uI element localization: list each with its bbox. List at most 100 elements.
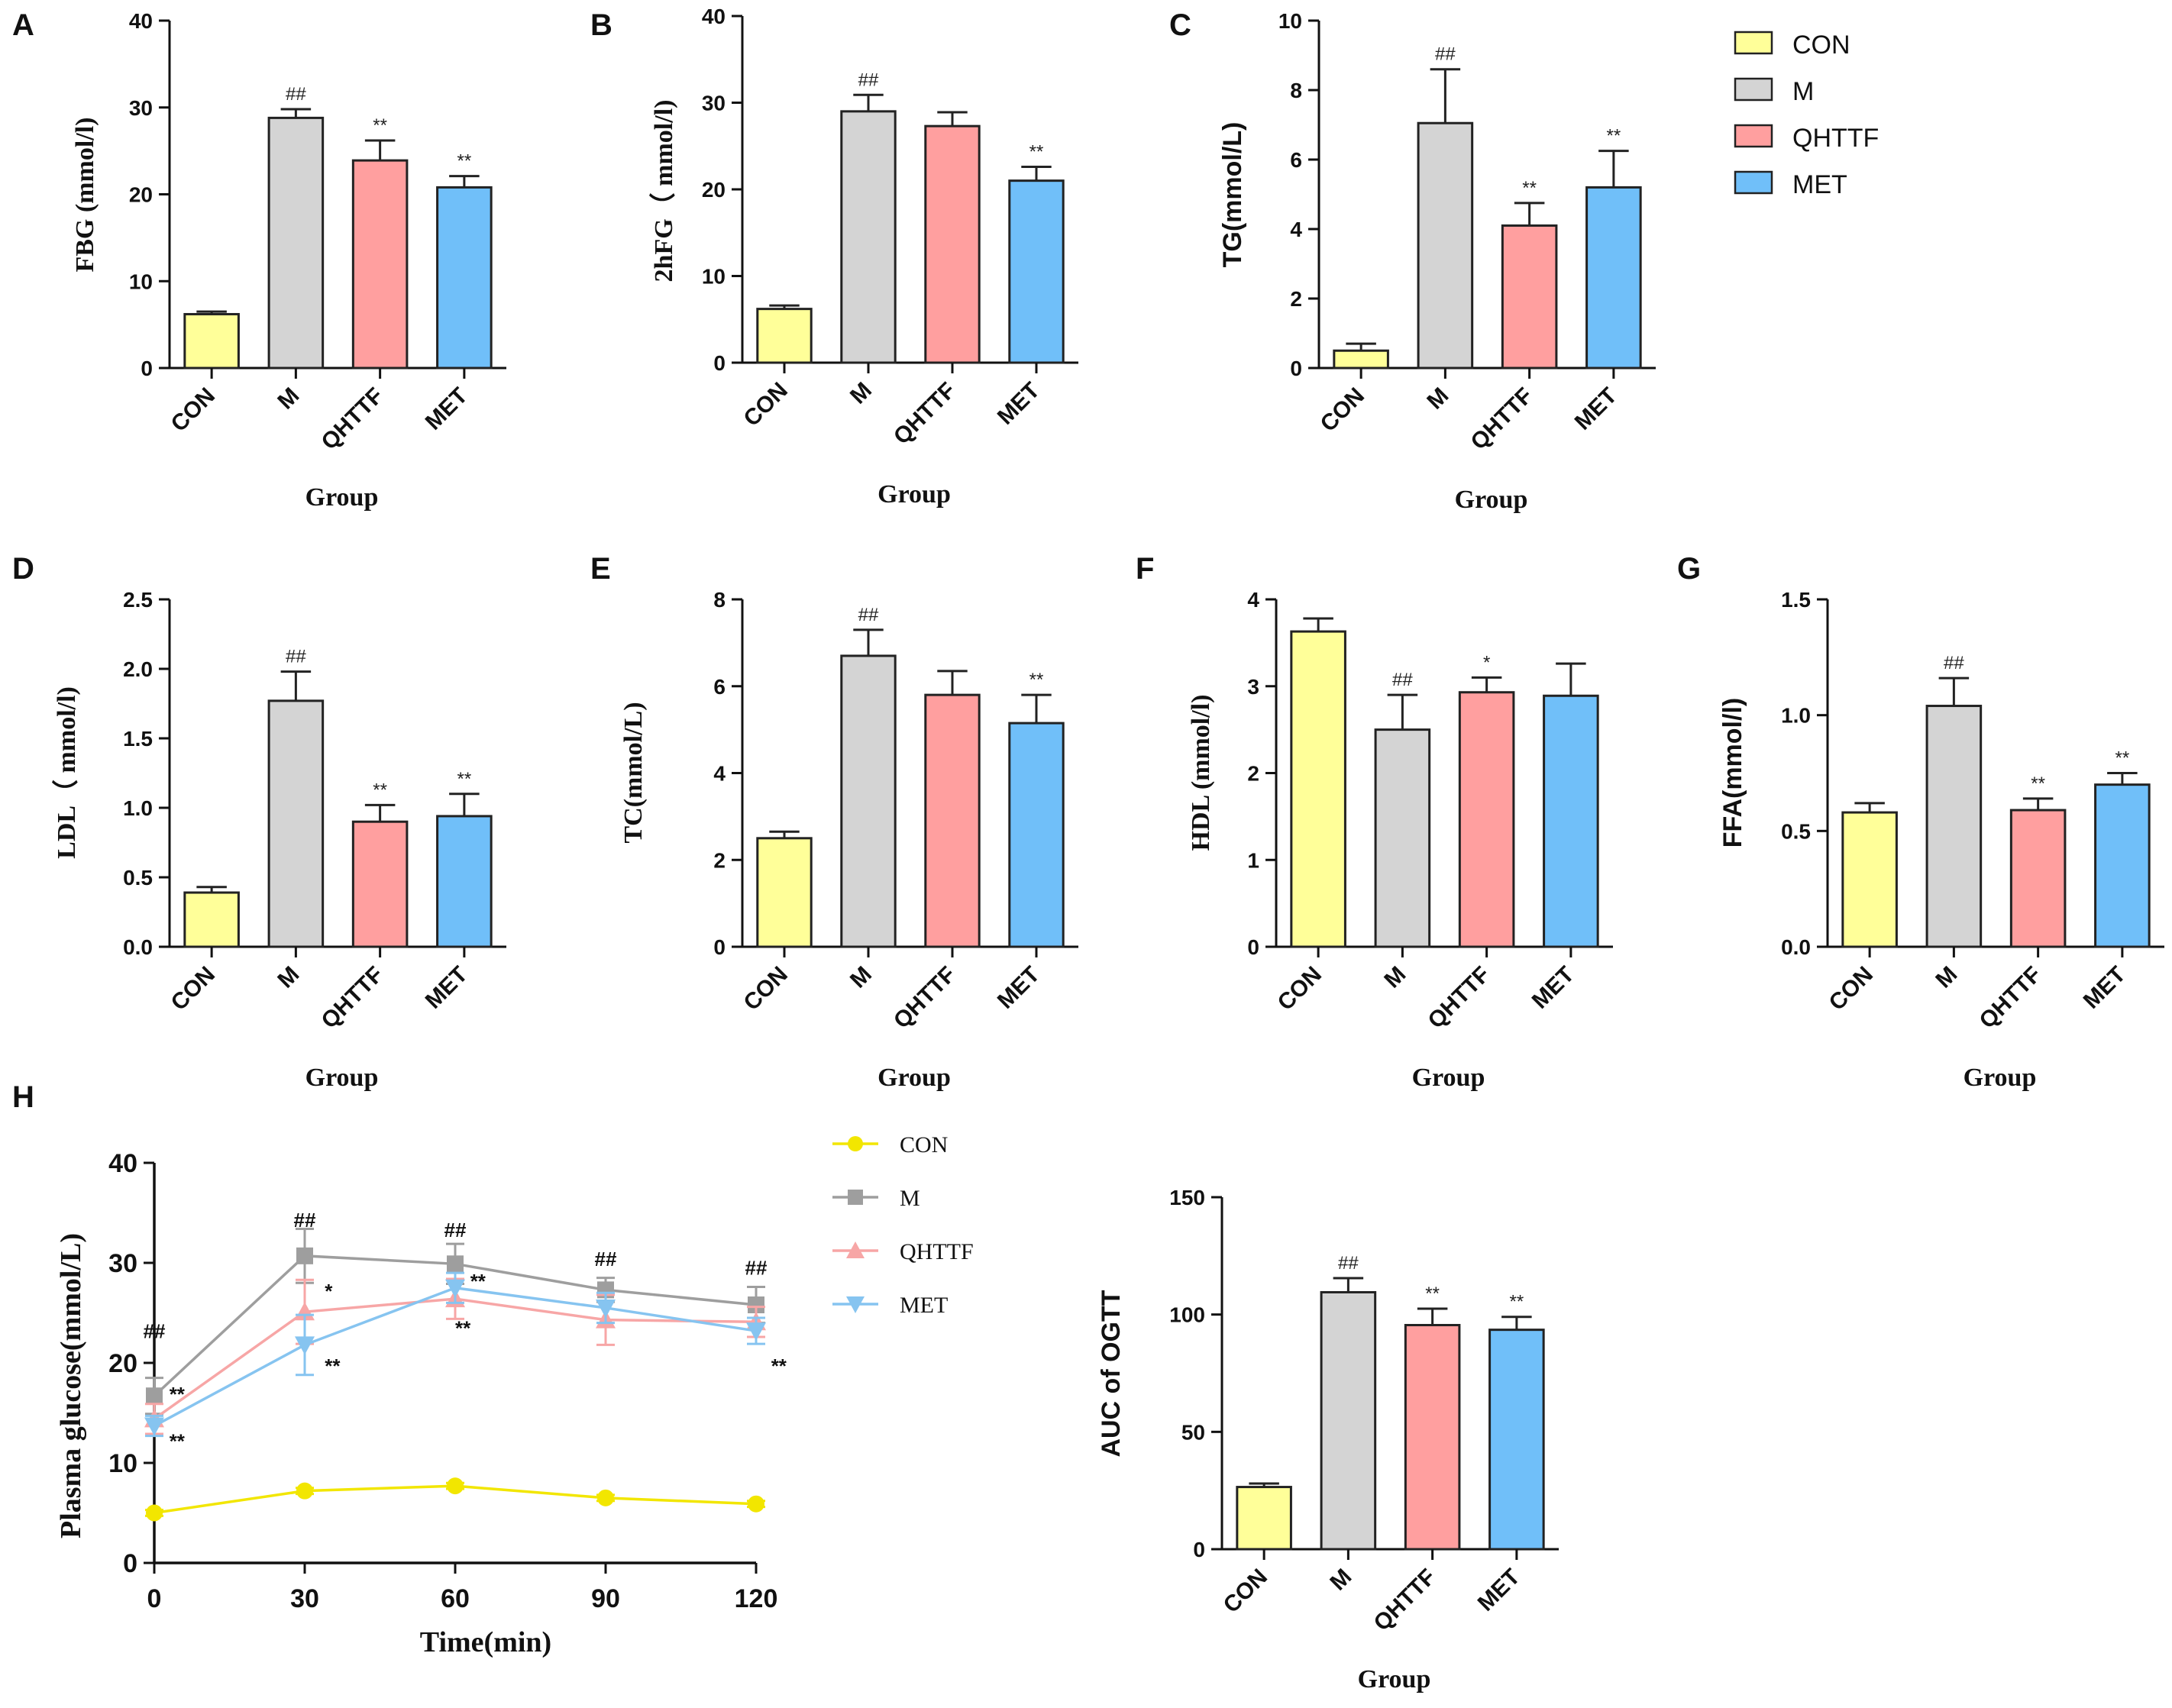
significance-label-m: ## [858,69,879,90]
y-tick-label: 30 [108,1249,137,1278]
bar-m [1320,1290,1377,1551]
data-point-met [596,1299,616,1318]
bar-m [1374,728,1431,948]
bar-chart-auc: 0 50 100 150 CON M ## QHTTF ** MET ** AUC of OGTT Gr… [1097,1186,1559,1693]
bar-m [267,699,325,948]
x-tick-label-con: CON [1273,962,1327,1015]
y-tick-label: 1.0 [1781,704,1811,728]
data-point-m [296,1247,313,1264]
legend-label-met: MET [1792,170,1847,199]
x-tick-label-qhttf: QHTTF [889,378,961,450]
x-axis-title: Group [305,483,379,512]
bar-m [1417,121,1474,370]
y-tick-label: 2 [713,848,726,872]
y-tick-label: 30 [702,92,726,115]
bar-m [840,110,897,364]
x-tick-label-met: MET [1527,962,1579,1014]
data-point-met [295,1336,315,1355]
bar-met [436,815,493,948]
data-point-con [748,1495,764,1513]
data-point-met [144,1417,164,1436]
y-tick-label: 4 [1290,218,1302,241]
y-tick-label: 30 [129,96,153,120]
bar-con [1290,630,1346,948]
significance-label: ** [470,1270,486,1293]
panel-c: C 0 2 4 6 8 10 CON M ## QHTTF ** MET ** TG(mmol/L) Gro… [1169,8,1656,514]
series-met [144,1271,766,1438]
significance-label-met: ** [1029,141,1044,162]
y-axis-title: 2hFG（ mmol/l) [648,100,678,283]
x-axis-title: Group [1412,1064,1485,1092]
bar-qhttf [351,820,409,948]
x-axis-title: Time(min) [420,1626,551,1658]
panel-letter-c: C [1169,8,1191,42]
y-tick-label: 10 [129,270,153,293]
y-tick-label: 0.0 [1781,935,1811,959]
y-tick-label: 40 [108,1149,137,1178]
panel-letter-b: B [590,8,612,42]
significance-label: ** [771,1354,787,1377]
y-tick-label: 10 [1278,9,1302,33]
data-point-met [746,1322,766,1342]
x-axis-title: Group [1358,1665,1431,1693]
x-tick-label-con: CON [1316,383,1369,437]
x-tick-label-m: M [273,383,304,415]
y-tick-label: 50 [1181,1420,1205,1444]
legend-marker-con [848,1136,863,1151]
legend-label-met: MET [900,1293,948,1318]
bar-qhttf [1458,691,1515,948]
bar-con [1236,1486,1292,1551]
x-axis-title: Group [1964,1064,2037,1092]
x-axis-title: Group [878,1064,951,1092]
y-tick-label: 1 [1247,848,1259,872]
y-tick-label: 6 [1290,148,1302,172]
significance-label-qhttf: * [1483,652,1490,673]
y-tick-label: 2.0 [123,657,153,681]
bar-met [1543,694,1599,948]
panel-a: A 0 10 20 30 40 CON M ## QHTTF ** MET ** FBG (mmol/l… [12,8,506,512]
significance-label: ** [325,1354,341,1377]
legend-label-qhttf: QHTTF [900,1239,974,1264]
line-legend: CON M QHTTF MET [832,1132,974,1318]
significance-label: ## [745,1257,768,1280]
x-tick-label: 0 [147,1584,162,1613]
y-tick-label: 0 [1193,1538,1205,1561]
x-tick-label-qhttf: QHTTF [1466,383,1538,455]
panel-letter-e: E [590,552,611,586]
x-tick-label: 120 [735,1584,778,1613]
y-axis-title: LDL（ mmol/l) [51,686,81,859]
bar-met [1008,722,1065,948]
bar-qhttf [2009,809,2067,948]
x-tick-label: 90 [591,1584,620,1613]
y-tick-label: 0 [713,351,726,375]
bar-con [756,308,813,364]
x-tick-label-qhttf: QHTTF [317,383,389,455]
data-point-m [748,1296,764,1314]
y-tick-label: 0 [1247,935,1259,959]
bar-chart-ldl: 0.0 0.5 1.0 1.5 2.0 2.5 CON M ## QHTTF ** MET ** LDL（… [51,588,506,1092]
x-tick-label-m: M [1379,962,1411,993]
x-tick-label-con: CON [739,378,792,431]
significance-label-qhttf: ** [1425,1283,1440,1304]
significance-label-met: ** [1607,126,1621,147]
bar-m [1925,705,1983,948]
significance-label-m: ## [1944,653,1964,673]
x-tick-label-qhttf: QHTTF [317,962,389,1034]
data-point-con [296,1482,313,1500]
data-point-m [447,1255,464,1273]
y-tick-label: 0.5 [123,866,153,890]
significance-label-met: ** [1510,1292,1524,1312]
x-tick-label-con: CON [166,962,220,1015]
significance-label-qhttf: ** [2031,773,2045,794]
x-tick-label-con: CON [1825,962,1878,1015]
legend-marker-qhttf [846,1241,865,1258]
y-tick-label: 0.5 [1781,819,1811,843]
panel-d: D 0.0 0.5 1.0 1.5 2.0 2.5 CON M ## QHTTF ** MET ** LD… [12,552,506,1092]
y-tick-label: 0.0 [123,935,153,959]
y-tick-label: 10 [108,1449,137,1478]
y-tick-label: 8 [713,588,726,612]
bar-met [1008,179,1065,364]
x-tick-label-met: MET [421,962,473,1014]
panel-e: E 0 2 4 6 8 CON M ## QHTTF MET ** TC(mmol/L) Group [590,552,1078,1092]
